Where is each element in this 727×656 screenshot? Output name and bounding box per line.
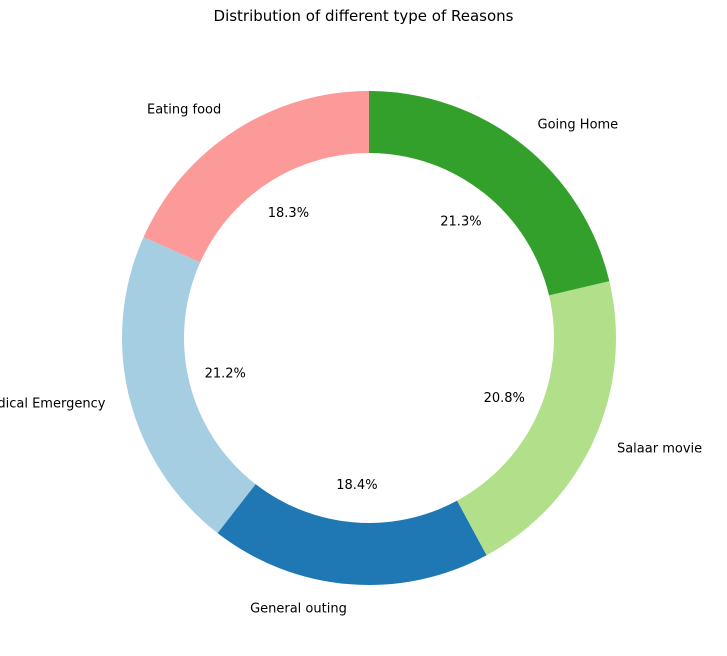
slice-label-general-outing: General outing: [250, 601, 347, 616]
pct-label-eating-food: 18.3%: [268, 206, 309, 221]
pct-label-general-outing: 18.4%: [336, 478, 377, 493]
slice-label-going-home: Going Home: [538, 117, 619, 132]
pct-label-going-home: 21.3%: [440, 214, 481, 229]
chart-title: Distribution of different type of Reason…: [213, 7, 514, 25]
slice-eating-food: [143, 91, 369, 263]
slice-label-salaar-movie: Salaar movie: [617, 442, 702, 457]
slice-medical-emergency: [122, 237, 256, 534]
slice-general-outing: [217, 484, 487, 585]
slice-label-medical-emergency: Medical Emergency: [0, 396, 106, 411]
slice-going-home: [369, 91, 610, 296]
pct-label-medical-emergency: 21.2%: [205, 366, 246, 381]
slice-label-eating-food: Eating food: [147, 102, 221, 117]
slice-salaar-movie: [457, 281, 616, 556]
pct-label-salaar-movie: 20.8%: [484, 391, 525, 406]
